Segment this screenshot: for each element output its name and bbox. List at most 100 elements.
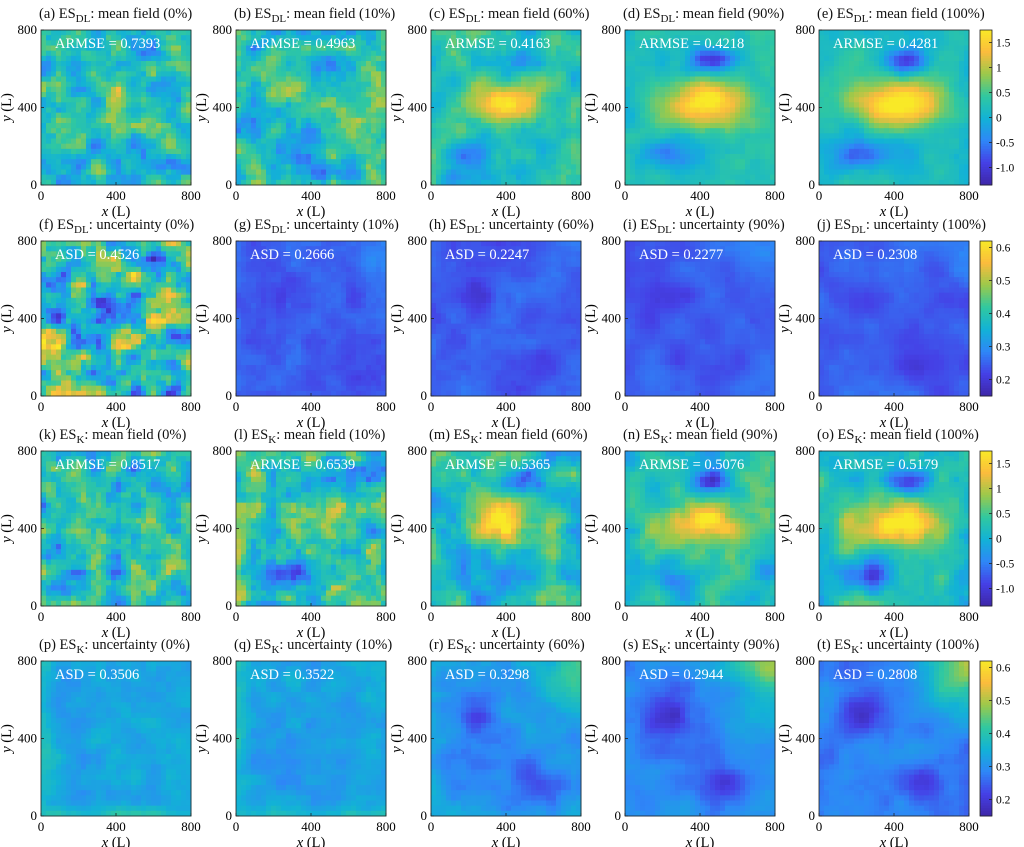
heat-cell [441, 76, 447, 83]
heat-cell [576, 81, 582, 88]
heat-cell [451, 92, 457, 98]
heat-cell [546, 76, 552, 83]
heat-cell [71, 154, 77, 160]
heat-cell [461, 128, 467, 134]
heat-cell [516, 86, 522, 93]
heat-cell [466, 112, 472, 119]
heat-cell [899, 35, 905, 41]
heat-cell [904, 174, 910, 181]
heat-cell [241, 35, 247, 41]
heat-cell [371, 107, 377, 114]
heat-cell [834, 50, 840, 57]
heat-cell [675, 133, 681, 139]
heat-cell [451, 128, 457, 134]
heat-cell [116, 251, 122, 257]
heat-cell [146, 159, 152, 165]
heat-cell [516, 164, 522, 170]
heat-cell [700, 138, 706, 145]
heat-cell [730, 50, 736, 57]
heat-cell [859, 138, 865, 145]
heat-cell [650, 174, 656, 181]
heat-cell [924, 179, 930, 186]
heat-cell [521, 154, 527, 160]
heat-cell [96, 92, 102, 98]
heat-cell [121, 30, 127, 36]
heat-cell [501, 61, 507, 67]
heat-cell [181, 272, 187, 278]
heat-cell [536, 148, 542, 155]
heat-cell [266, 81, 272, 88]
heat-cell [770, 123, 776, 129]
heat-cell [236, 97, 242, 103]
heat-cell [121, 61, 127, 67]
heat-cell [824, 143, 830, 150]
heat-cell [251, 174, 257, 181]
heat-cell [466, 159, 472, 165]
heat-cell [186, 30, 192, 36]
heat-cell [949, 159, 955, 165]
heat-cell [720, 86, 726, 93]
heat-cell [101, 251, 107, 257]
heat-cell [640, 97, 646, 103]
heat-cell [176, 112, 182, 119]
heat-cell [506, 174, 512, 181]
heat-cell [446, 143, 452, 150]
heat-cell [431, 164, 437, 170]
heat-cell [750, 164, 756, 170]
heat-cell [331, 148, 337, 155]
heat-cell [56, 50, 62, 57]
heat-cell [879, 138, 885, 145]
heat-cell [321, 50, 327, 57]
heat-cell [655, 169, 661, 176]
heat-cell [176, 261, 182, 268]
heat-cell [944, 66, 950, 72]
heat-cell [341, 159, 347, 165]
heat-cell [655, 86, 661, 93]
heat-cell [755, 92, 761, 98]
heat-cell [176, 76, 182, 83]
heat-cell [41, 287, 47, 294]
heat-cell [131, 266, 137, 273]
heat-cell [326, 40, 332, 46]
heat-cell [715, 169, 721, 176]
heat-cell [71, 272, 77, 278]
heat-cell [156, 174, 162, 181]
heat-cell [106, 277, 112, 283]
heat-cell [381, 66, 387, 72]
heat-cell [66, 102, 72, 108]
heat-cell [251, 76, 257, 83]
heat-cell [889, 66, 895, 72]
heat-cell [869, 50, 875, 57]
heat-cell [949, 40, 955, 46]
heat-cell [919, 117, 925, 124]
heat-cell [536, 138, 542, 145]
heat-cell [929, 138, 935, 145]
heat-cell [236, 30, 242, 36]
heat-cell [76, 40, 82, 46]
heat-cell [755, 76, 761, 83]
heat-cell [630, 128, 636, 134]
heat-cell [824, 174, 830, 181]
heat-cell [161, 138, 167, 145]
heat-cell [839, 138, 845, 145]
heat-cell [625, 35, 631, 41]
heat-cell [461, 92, 467, 98]
heat-cell [521, 138, 527, 145]
heat-cell [949, 138, 955, 145]
heat-cell [660, 92, 666, 98]
heat-cell [276, 143, 282, 150]
heat-cell [501, 117, 507, 124]
x-tick-label: 800 [181, 188, 201, 203]
heat-cell [276, 76, 282, 83]
heat-cell [551, 154, 557, 160]
heat-cell [166, 169, 172, 176]
heat-cell [441, 102, 447, 108]
heat-cell [341, 112, 347, 119]
heat-cell [461, 55, 467, 62]
heat-cell [126, 71, 132, 77]
heat-cell [146, 179, 152, 186]
heat-cell [939, 143, 945, 150]
heat-cell [316, 107, 322, 114]
metric-label: ARMSE = 0.4963 [250, 36, 355, 52]
heat-cell [336, 143, 342, 150]
